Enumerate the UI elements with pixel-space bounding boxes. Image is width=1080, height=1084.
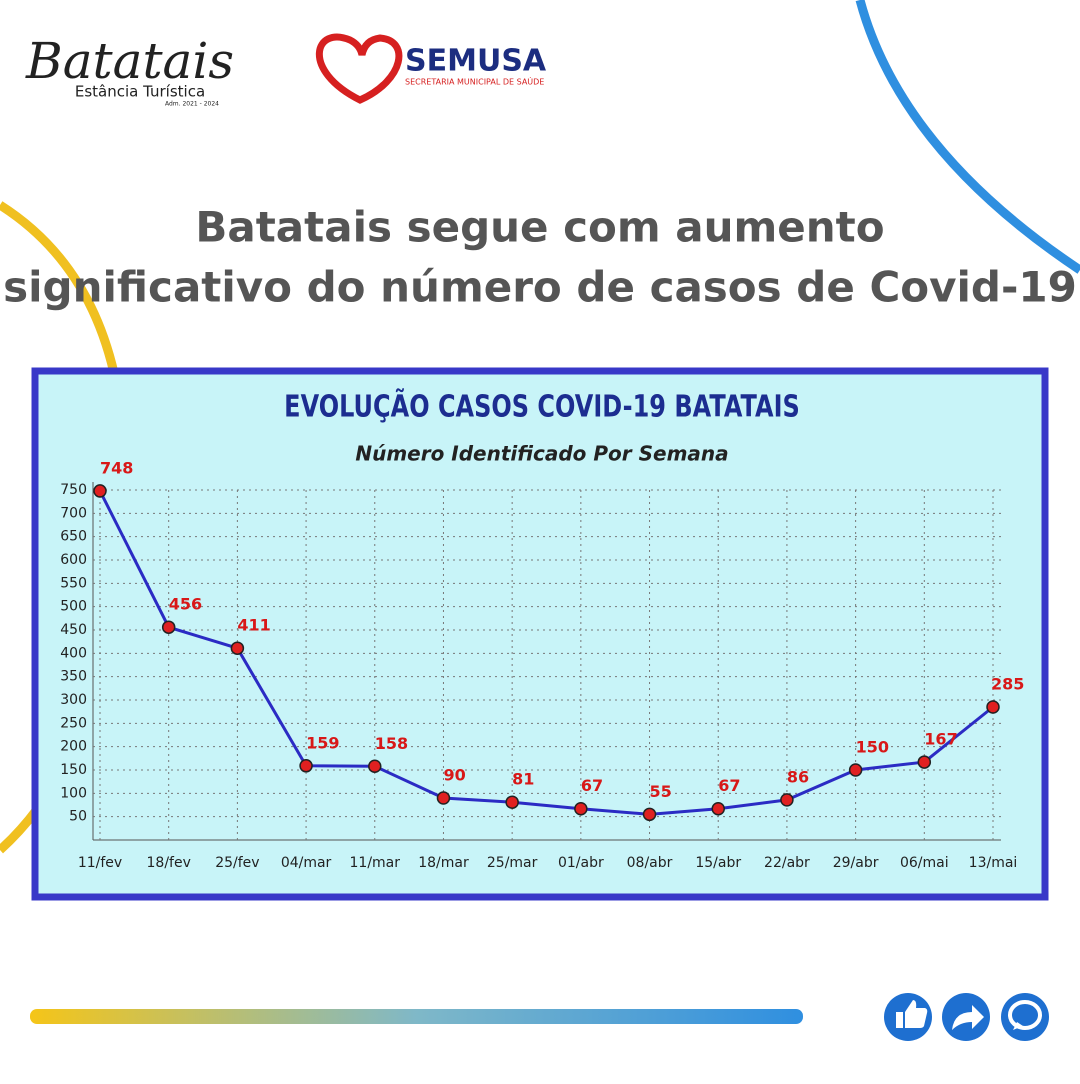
data-point — [848, 763, 863, 777]
data-point — [93, 484, 107, 498]
y-tick-label: 300 — [60, 692, 87, 708]
x-tick-label: 18/mar — [418, 855, 469, 871]
y-tick-label: 350 — [60, 669, 87, 685]
share-button[interactable] — [942, 993, 990, 1041]
y-tick-label: 400 — [60, 645, 87, 661]
y-tick-label: 750 — [60, 482, 87, 498]
x-tick-label: 25/mar — [487, 855, 538, 871]
data-label: 81 — [512, 770, 534, 789]
x-tick-label: 25/fev — [215, 855, 259, 871]
like-button[interactable] — [884, 993, 932, 1041]
x-tick-label: 13/mai — [969, 855, 1018, 871]
data-point — [711, 801, 725, 816]
x-tick-label: 11/mar — [350, 855, 401, 871]
org-logo — [315, 33, 403, 104]
headline: significativo do número de casos de Covi… — [3, 263, 1077, 312]
data-point — [161, 620, 176, 634]
data-point — [986, 700, 1000, 714]
data-point — [917, 755, 932, 769]
data-label: 67 — [718, 776, 740, 795]
y-tick-label: 100 — [60, 785, 87, 801]
y-tick-label: 500 — [60, 599, 87, 615]
x-tick-label: 18/fev — [147, 855, 191, 871]
chart-title: EVOLUÇÃO CASOS COVID-19 BATATAIS — [284, 389, 800, 424]
data-label: 55 — [650, 782, 672, 801]
data-label: 167 — [924, 730, 957, 749]
data-point — [368, 759, 382, 774]
data-point — [642, 807, 657, 822]
data-label: 67 — [581, 776, 603, 795]
data-point — [436, 791, 451, 805]
y-tick-label: 600 — [60, 552, 87, 568]
data-label: 748 — [100, 458, 133, 477]
org-sub: SECRETARIA MUNICIPAL DE SAÚDE — [405, 76, 544, 87]
data-label: 411 — [237, 616, 270, 635]
x-tick-label: 11/fev — [78, 855, 122, 871]
x-tick-label: 06/mai — [900, 855, 949, 871]
x-tick-label: 01/abr — [558, 855, 604, 871]
data-label: 158 — [375, 734, 408, 753]
x-tick-label: 29/abr — [833, 855, 879, 871]
deco-arc — [855, 0, 1080, 274]
y-tick-label: 550 — [60, 575, 87, 591]
brand: Batatais — [25, 32, 234, 90]
brand-term: Adm. 2021 - 2024 — [165, 101, 219, 108]
data-point — [780, 793, 794, 807]
data-label: 90 — [443, 766, 465, 785]
data-label: 285 — [991, 675, 1024, 694]
data-label: 456 — [169, 595, 202, 614]
data-point — [230, 641, 245, 655]
brand-sub: Estância Turística — [75, 83, 205, 101]
chart-frame — [31, 367, 1049, 901]
y-tick-label: 150 — [60, 762, 87, 778]
chart-subtitle: Número Identificado Por Semana — [355, 442, 728, 466]
data-label: 159 — [306, 733, 339, 752]
y-tick-label: 50 — [69, 809, 87, 825]
y-tick-label: 200 — [60, 739, 87, 755]
y-tick-label: 650 — [60, 529, 87, 545]
series-line — [98, 490, 994, 816]
org: SEMUSA — [405, 44, 547, 79]
deco-bar — [30, 1009, 803, 1024]
x-tick-label: 04/mar — [281, 855, 332, 871]
x-tick-label: 15/abr — [695, 855, 741, 871]
x-tick-label: 22/abr — [764, 855, 810, 871]
data-label: 86 — [787, 767, 809, 786]
data-point — [574, 801, 588, 816]
data-point — [299, 759, 313, 773]
data-point — [505, 795, 519, 809]
x-tick-label: 08/abr — [627, 855, 673, 871]
y-tick-label: 450 — [60, 622, 87, 638]
headline: Batatais segue com aumento — [195, 203, 884, 252]
y-tick-label: 700 — [60, 505, 87, 521]
comment-button[interactable] — [1001, 993, 1049, 1041]
y-tick-label: 250 — [60, 715, 87, 731]
data-label: 150 — [856, 738, 889, 757]
